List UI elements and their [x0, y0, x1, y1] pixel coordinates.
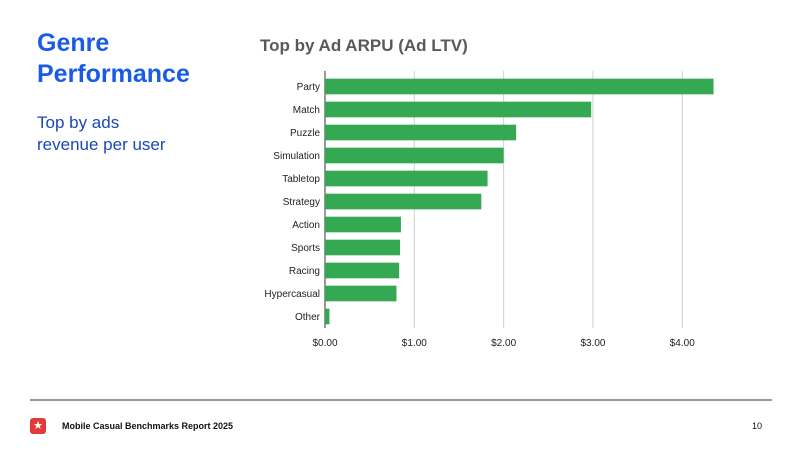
bar-sports — [325, 239, 401, 256]
chart-x-tick-labels: $0.00 $1.00 $2.00 $3.00 $4.00 — [312, 338, 695, 349]
slide-subtitle-line: Top by ads — [37, 113, 120, 132]
chart-category-labels: Party Match Puzzle Simulation Tabletop Strate… — [264, 82, 320, 323]
star-icon: ★ — [30, 418, 46, 434]
bar-party — [325, 78, 714, 95]
bar-other — [325, 308, 330, 325]
footer-divider — [30, 399, 772, 401]
category-label: Sports — [291, 243, 320, 254]
category-label: Action — [292, 220, 320, 231]
x-tick-label: $2.00 — [491, 338, 516, 349]
category-label: Match — [293, 105, 320, 116]
bar-chart: Party Match Puzzle Simulation Tabletop Strate… — [264, 71, 714, 349]
slide-title-line: Performance — [37, 60, 190, 88]
bar-racing — [325, 262, 400, 279]
category-label: Simulation — [273, 151, 320, 162]
bar-simulation — [325, 147, 504, 164]
slide-subtitle-line: revenue per user — [37, 135, 166, 154]
page-number: 10 — [751, 421, 762, 431]
category-label: Tabletop — [282, 174, 320, 185]
bar-hypercasual — [325, 285, 397, 302]
category-label: Hypercasual — [264, 289, 320, 300]
bar-tabletop — [325, 170, 488, 187]
category-label: Racing — [289, 266, 320, 277]
footer-report-title: Mobile Casual Benchmarks Report 2025 — [62, 421, 234, 431]
chart-bars — [325, 78, 714, 325]
slide-subtitle: Top by ads revenue per user — [37, 112, 217, 156]
slide-title: Genre Performance — [37, 28, 257, 90]
slide-title-line: Genre — [37, 29, 110, 57]
x-tick-label: $0.00 — [312, 338, 337, 349]
category-label: Puzzle — [290, 128, 320, 139]
x-tick-label: $1.00 — [402, 338, 427, 349]
bar-strategy — [325, 193, 482, 210]
bar-action — [325, 216, 401, 233]
x-tick-label: $3.00 — [580, 338, 605, 349]
bar-match — [325, 101, 592, 118]
category-label: Other — [295, 312, 321, 323]
chart-title: Top by Ad ARPU (Ad LTV) — [260, 36, 468, 55]
x-tick-label: $4.00 — [670, 338, 695, 349]
category-label: Party — [297, 82, 320, 93]
category-label: Strategy — [283, 197, 320, 208]
bar-puzzle — [325, 124, 517, 141]
